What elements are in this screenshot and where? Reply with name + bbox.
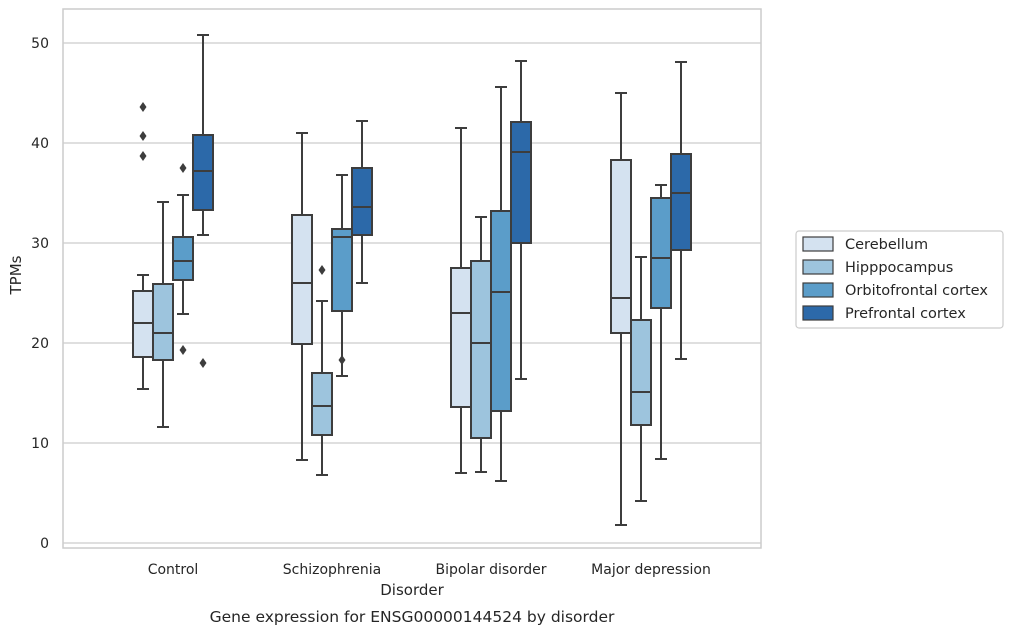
legend-swatch <box>802 259 834 275</box>
box-hipppocampus <box>630 256 652 502</box>
box-layer <box>132 34 692 526</box>
box-iqr <box>192 134 214 211</box>
box-iqr <box>311 372 333 436</box>
outlier-point <box>179 163 187 173</box>
legend: Cerebellum Hipppocampus Orbitofrontal cort… <box>795 230 1004 329</box>
box-orbitofrontal-cortex <box>172 163 194 355</box>
box-iqr <box>470 260 492 439</box>
box-cerebellum <box>610 92 632 526</box>
box-prefrontal-cortex <box>510 60 532 380</box>
legend-label: Prefrontal cortex <box>845 306 966 322</box>
box-hipppocampus <box>470 216 492 473</box>
outlier-point <box>179 345 187 355</box>
box-orbitofrontal-cortex <box>490 86 512 482</box>
box-prefrontal-cortex <box>192 34 214 368</box>
box-iqr <box>610 159 632 334</box>
x-tick-label: Major depression <box>591 562 711 578</box>
y-tick-label: 30 <box>31 236 49 252</box>
box-iqr <box>510 121 532 244</box>
box-orbitofrontal-cortex <box>650 184 672 460</box>
box-cerebellum <box>450 127 472 474</box>
x-tick-label: Schizophrenia <box>283 562 381 578</box>
outlier-point <box>338 355 346 365</box>
legend-frame <box>795 230 1004 329</box>
box-hipppocampus <box>311 265 333 476</box>
legend-label: Orbitofrontal cortex <box>845 283 988 299</box>
y-tick-label: 40 <box>31 136 49 152</box>
box-iqr <box>490 210 512 412</box>
box-iqr <box>450 267 472 408</box>
x-tick-label: Bipolar disorder <box>435 562 546 578</box>
y-tick-label: 0 <box>40 536 49 552</box>
chart-caption: Gene expression for ENSG00000144524 by d… <box>210 608 615 626</box>
box-hipppocampus <box>152 201 174 428</box>
box-prefrontal-cortex <box>351 120 373 284</box>
legend-swatch <box>802 236 834 252</box>
y-tick-label: 20 <box>31 336 49 352</box>
box-iqr <box>650 197 672 309</box>
legend-label: Hipppocampus <box>845 260 953 276</box>
box-iqr <box>351 167 373 236</box>
box-iqr <box>331 228 353 312</box>
x-tick-labels: Control Schizophrenia Bipolar disorder Majo… <box>148 562 711 578</box>
box-iqr <box>152 283 174 361</box>
box-iqr <box>670 153 692 251</box>
box-cerebellum <box>132 102 154 390</box>
box-prefrontal-cortex <box>670 61 692 360</box>
y-tick-labels: 0 10 20 30 40 50 <box>31 36 49 552</box>
box-iqr <box>172 236 194 281</box>
outlier-point <box>139 131 147 141</box>
y-tick-label: 50 <box>31 36 49 52</box>
plot-frame <box>62 8 762 549</box>
box-cerebellum <box>291 132 313 461</box>
y-axis-label: TPMs <box>7 255 25 295</box>
outlier-point <box>139 151 147 161</box>
outlier-point <box>199 358 207 368</box>
box-orbitofrontal-cortex <box>331 174 353 377</box>
legend-swatch <box>802 282 834 298</box>
box-iqr <box>291 214 313 345</box>
outlier-point <box>139 102 147 112</box>
box-iqr <box>630 319 652 426</box>
x-axis-label: Disorder <box>380 581 444 599</box>
y-tick-label: 10 <box>31 436 49 452</box>
outlier-point <box>318 265 326 275</box>
legend-label: Cerebellum <box>845 237 928 253</box>
x-tick-label: Control <box>148 562 199 578</box>
legend-swatch <box>802 305 834 321</box>
